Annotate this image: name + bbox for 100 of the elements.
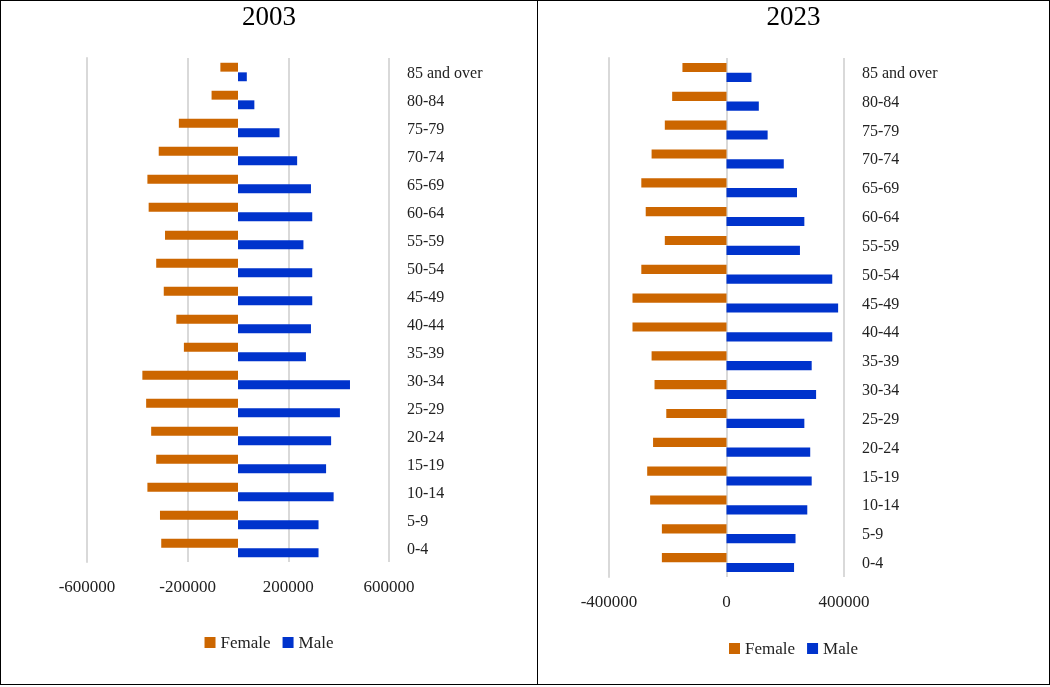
bar — [238, 352, 306, 362]
x-tick-label: 600000 — [363, 577, 415, 596]
bar — [238, 240, 304, 250]
bar — [220, 62, 238, 72]
bar — [664, 120, 727, 130]
x-tick-label: 200000 — [262, 577, 314, 596]
y-tick-label: 70-74 — [407, 147, 445, 165]
bar — [238, 492, 334, 502]
bar — [146, 398, 238, 408]
bar — [650, 495, 727, 505]
y-tick-label: 20-24 — [407, 427, 445, 445]
x-tick-label: 0 — [722, 592, 731, 611]
bar — [726, 303, 839, 313]
x-tick-label: -400000 — [580, 592, 638, 611]
y-tick-label: 35-39 — [862, 352, 900, 370]
bar — [726, 447, 811, 457]
bar — [664, 235, 727, 246]
bar — [682, 62, 727, 73]
bar — [238, 268, 313, 278]
y-tick-label: 50-54 — [407, 259, 445, 277]
bar — [632, 293, 727, 303]
bar — [726, 505, 808, 515]
bar — [147, 482, 238, 492]
bar — [726, 562, 795, 573]
y-tick-label: 65-69 — [407, 175, 445, 193]
chart-title: 2023 — [766, 0, 821, 31]
y-tick-label: 15-19 — [862, 467, 900, 485]
bar — [161, 538, 238, 548]
bar — [726, 245, 800, 255]
bar — [726, 72, 752, 82]
bar — [726, 274, 833, 284]
y-tick-label: 85 and over — [862, 63, 939, 81]
x-tick-label: -200000 — [159, 577, 216, 596]
bar — [238, 408, 340, 418]
chart-title: 2003 — [242, 0, 296, 31]
bar — [726, 418, 805, 428]
bar — [238, 436, 332, 446]
bar — [165, 230, 238, 240]
bar — [238, 184, 311, 194]
y-tick-label: 0-4 — [407, 539, 429, 557]
bar — [159, 510, 238, 520]
y-tick-label: 30-34 — [862, 381, 900, 399]
bar — [726, 389, 817, 400]
x-tick-label: 400000 — [818, 592, 870, 611]
y-tick-label: 10-14 — [407, 483, 445, 501]
bar — [178, 118, 238, 128]
y-tick-label: 15-19 — [407, 455, 445, 473]
y-tick-label: 10-14 — [862, 496, 900, 514]
y-tick-label: 60-64 — [407, 203, 445, 221]
y-tick-label: 40-44 — [862, 323, 900, 341]
y-tick-label: 60-64 — [862, 208, 900, 226]
bar — [661, 524, 727, 534]
bar — [156, 454, 238, 464]
y-tick-label: 75-79 — [407, 119, 445, 137]
bar — [211, 90, 238, 100]
bar — [238, 212, 313, 222]
bar — [645, 207, 727, 217]
bar — [726, 476, 812, 486]
bar — [238, 548, 319, 558]
bar — [672, 91, 727, 101]
bar — [148, 202, 238, 212]
y-tick-label: 45-49 — [862, 294, 900, 312]
bar — [653, 437, 727, 447]
bar — [632, 322, 727, 332]
bar — [726, 534, 796, 544]
y-tick-label: 80-84 — [862, 92, 900, 110]
bar — [147, 174, 238, 184]
bar — [726, 332, 833, 342]
y-tick-label: 30-34 — [407, 371, 445, 389]
bar — [726, 188, 797, 198]
y-tick-label: 0-4 — [862, 554, 884, 572]
y-tick-label: 80-84 — [407, 91, 445, 109]
bar — [156, 258, 238, 268]
bar — [666, 408, 727, 419]
legend-label: Male — [823, 639, 858, 658]
bar — [183, 342, 238, 352]
y-tick-label: 65-69 — [862, 179, 900, 197]
y-tick-label: 5-9 — [407, 511, 429, 529]
y-tick-label: 50-54 — [862, 265, 900, 283]
y-tick-label: 40-44 — [407, 315, 445, 333]
y-tick-label: 70-74 — [862, 150, 900, 168]
y-tick-label: 85 and over — [407, 63, 484, 81]
legend-label: Female — [745, 639, 796, 658]
legend-label: Female — [220, 633, 271, 652]
y-tick-label: 55-59 — [862, 236, 900, 254]
y-tick-label: 55-59 — [407, 231, 445, 249]
bar — [163, 286, 238, 296]
y-tick-label: 75-79 — [862, 121, 900, 139]
bar — [151, 426, 238, 436]
legend-label: Male — [298, 633, 334, 652]
y-tick-label: 20-24 — [862, 438, 900, 456]
bar — [726, 361, 812, 371]
bar — [641, 178, 727, 188]
bar — [647, 466, 727, 476]
bar — [158, 146, 238, 156]
bar — [726, 130, 768, 140]
bar — [238, 324, 311, 334]
bar — [641, 264, 727, 274]
y-tick-label: 25-29 — [862, 409, 900, 427]
bar — [238, 296, 313, 306]
